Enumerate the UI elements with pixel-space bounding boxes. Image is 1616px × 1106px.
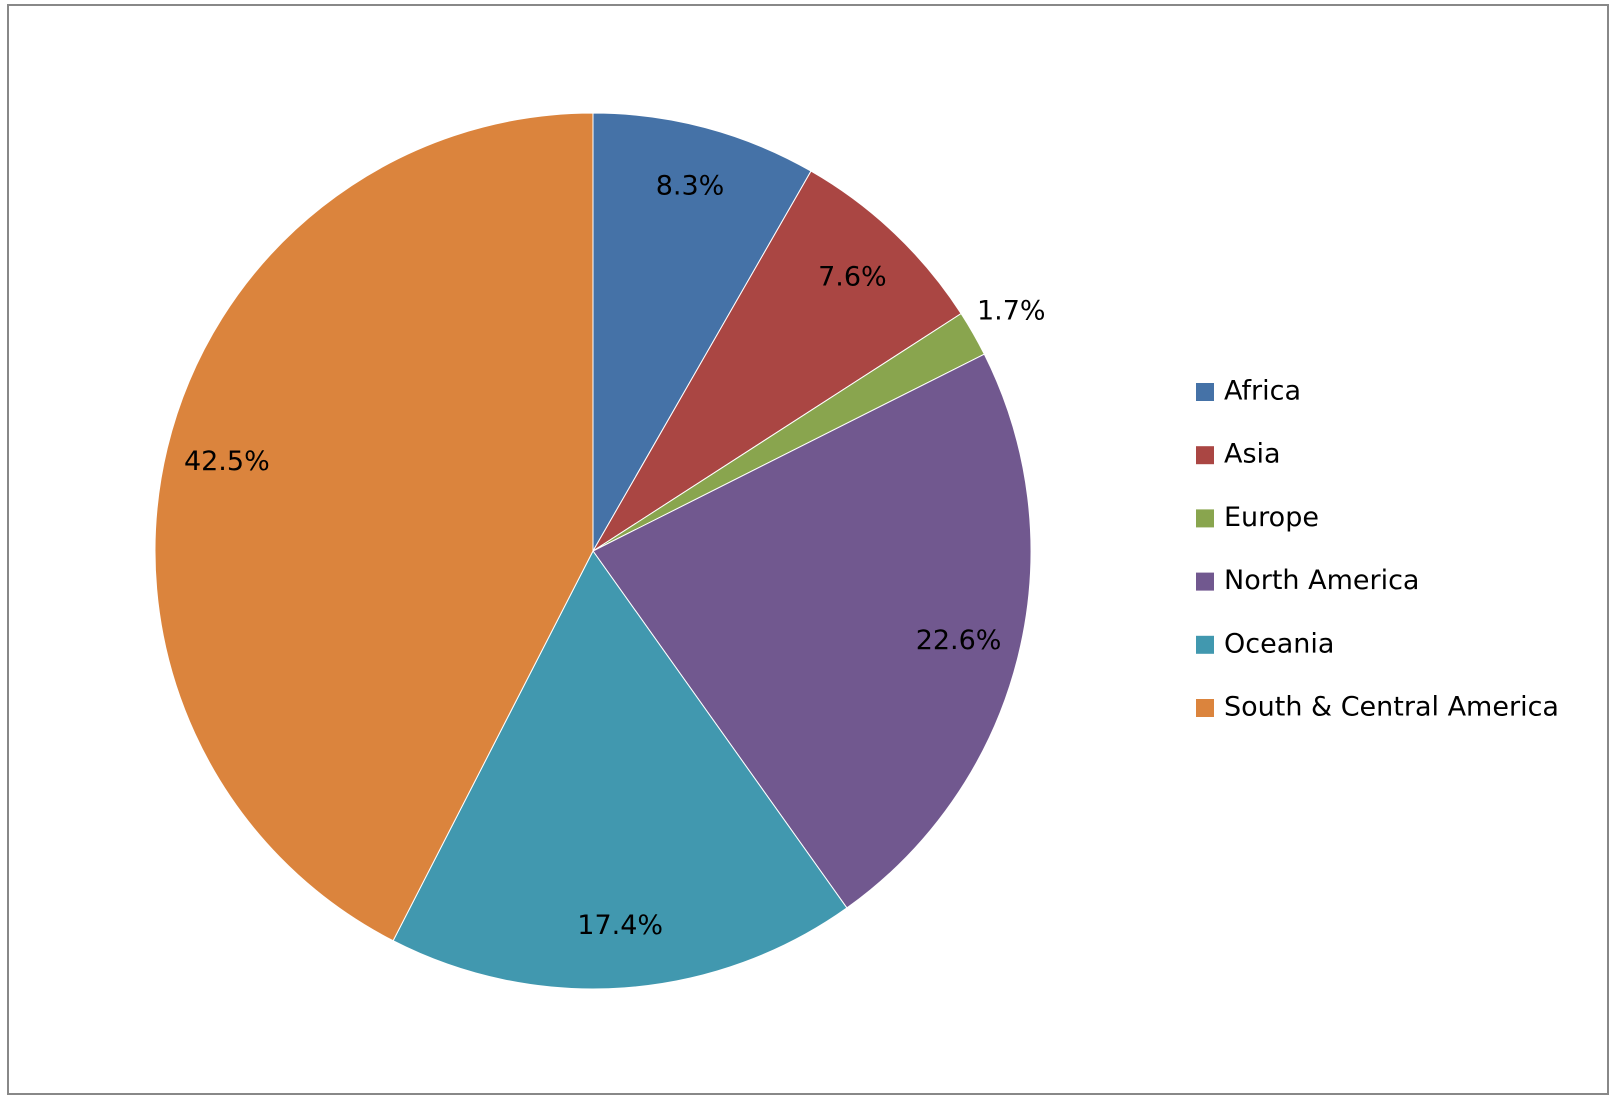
data-label: 17.4%	[577, 910, 663, 941]
legend-swatch	[1196, 446, 1214, 465]
legend-swatch	[1196, 572, 1214, 591]
data-label: 7.6%	[818, 261, 887, 292]
legend-label: Africa	[1224, 376, 1301, 407]
pie-slice	[392, 550, 848, 990]
legend-label: Oceania	[1224, 628, 1334, 659]
legend-swatch	[1196, 509, 1214, 528]
pie-slice	[592, 170, 962, 552]
legend-swatch	[1196, 699, 1214, 717]
pie-slice	[592, 112, 812, 553]
data-label: 42.5%	[184, 446, 270, 477]
legend-label: Europe	[1224, 502, 1319, 533]
legend-label: South & Central America	[1224, 692, 1559, 723]
legend-label: Asia	[1224, 439, 1281, 470]
pie-slice	[154, 112, 594, 942]
legend-label: North America	[1224, 565, 1419, 596]
data-label: 8.3%	[656, 171, 725, 202]
legend-swatch	[1196, 383, 1214, 401]
pie-slice	[592, 353, 1032, 909]
data-label: 22.6%	[916, 625, 1002, 656]
data-label: 1.7%	[977, 295, 1046, 326]
legend-swatch	[1196, 635, 1214, 654]
